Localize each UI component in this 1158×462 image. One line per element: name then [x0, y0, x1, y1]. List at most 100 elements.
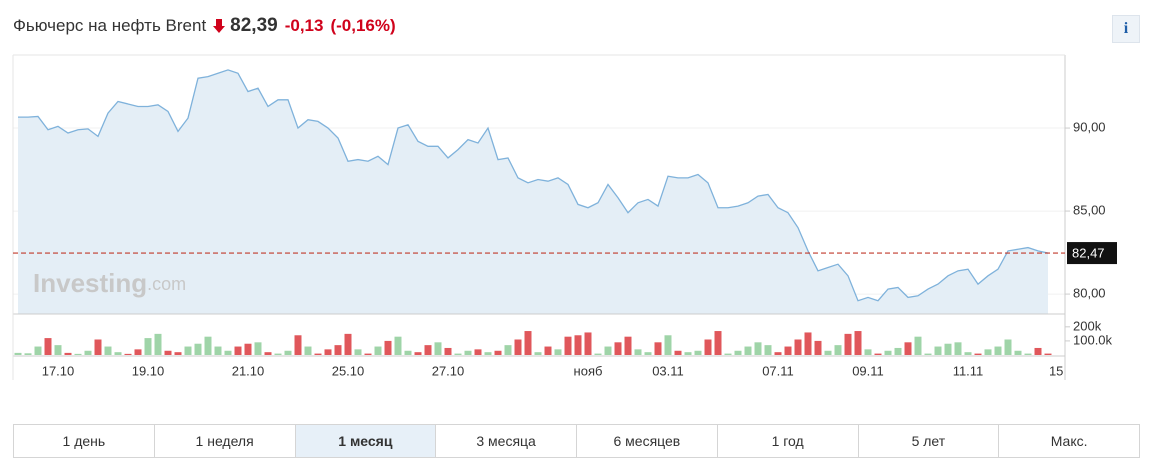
volume-bar — [584, 332, 592, 355]
volume-bar — [294, 335, 302, 355]
volume-bar — [494, 350, 502, 355]
volume-bar — [114, 352, 122, 355]
volume-bar — [974, 353, 982, 355]
volume-bar — [824, 350, 832, 355]
volume-bar — [964, 352, 972, 355]
volume-bar — [274, 353, 282, 355]
volume-bar — [874, 353, 882, 355]
last-price-label: 82,47 — [1072, 246, 1105, 261]
volume-bar — [224, 350, 232, 355]
x-tick-label: 15. — [1049, 363, 1067, 378]
volume-bar — [84, 350, 92, 355]
last-price-box — [1067, 242, 1117, 265]
range-tabs: 1 день 1 неделя 1 месяц 3 месяца 6 месяцев 1 … — [13, 424, 1140, 458]
x-tick-label: 21.10 — [232, 363, 265, 378]
volume-bar — [244, 343, 252, 355]
change: -0,13 — [284, 16, 324, 35]
header: Фьючерс на нефть Brent 82,39 -0,13 (-0,1… — [13, 12, 403, 40]
volume-bar — [184, 346, 192, 355]
range-tab[interactable]: Макс. — [1050, 433, 1088, 449]
volume-bar — [384, 340, 392, 355]
volume-bar — [544, 346, 552, 355]
volume-bar — [724, 353, 732, 355]
volume-bar — [854, 331, 862, 355]
volume-bar — [484, 352, 492, 355]
volume-bar — [164, 350, 172, 355]
volume-tick-label: 100.0k — [1073, 332, 1113, 347]
volume-bar — [144, 338, 152, 355]
volume-bar — [864, 349, 872, 355]
volume-bar — [714, 331, 722, 355]
volume-bar — [464, 350, 472, 355]
volume-bar — [174, 352, 182, 355]
volume-bar — [314, 353, 322, 355]
instrument-title: Фьючерс на нефть Brent — [13, 16, 207, 35]
volume-bar — [684, 352, 692, 355]
watermark: Investing.com — [33, 268, 186, 298]
volume-bar — [914, 336, 922, 355]
change-percent: (-0,16%) — [330, 16, 396, 35]
volume-bar — [654, 342, 662, 355]
range-tab[interactable]: 3 месяца — [436, 425, 577, 457]
x-tick-label: 17.10 — [42, 363, 75, 378]
range-tab[interactable]: 5 лет — [859, 425, 1000, 457]
volume-bar — [454, 353, 462, 355]
range-tab[interactable]: 6 месяцев — [577, 425, 718, 457]
volume-bar — [664, 335, 672, 355]
volume-bar — [674, 350, 682, 355]
volume-bar — [694, 350, 702, 355]
volume-bar — [1034, 347, 1042, 355]
volume-bar — [444, 347, 452, 355]
range-tab[interactable]: 1 месяц — [295, 425, 437, 457]
volume-bar — [354, 349, 362, 355]
volume-bar — [1004, 339, 1012, 355]
volume-bar — [14, 352, 22, 355]
x-tick-label: 09.11 — [852, 363, 884, 378]
volume-bar — [594, 353, 602, 355]
volume-bar — [94, 339, 102, 355]
volume-bar — [44, 338, 52, 355]
down-arrow — [213, 19, 226, 33]
volume-bar — [844, 333, 852, 355]
volume-bar — [934, 346, 942, 355]
volume-bar — [204, 336, 212, 355]
volume-bar — [764, 345, 772, 355]
volume-bar — [434, 342, 442, 355]
volume-bar — [154, 333, 162, 355]
volume-bar — [834, 345, 842, 355]
volume-bar — [814, 340, 822, 355]
x-tick-label: 03.11 — [652, 363, 684, 378]
volume-bar — [604, 346, 612, 355]
volume-bar — [774, 352, 782, 355]
volume-bar — [214, 346, 222, 355]
range-tab[interactable]: 1 неделя — [155, 425, 296, 457]
volume-bar — [424, 345, 432, 355]
x-tick-label: 07.11 — [762, 363, 794, 378]
volume-bar — [374, 346, 382, 355]
volume-bar — [404, 350, 412, 355]
volume-bar — [304, 346, 312, 355]
volume-bar — [644, 352, 652, 355]
info-button[interactable]: i — [1112, 15, 1140, 43]
volume-bar — [254, 342, 262, 355]
range-tab[interactable]: 1 день — [14, 425, 155, 457]
volume-bar — [574, 335, 582, 355]
x-tick-label: нояб — [574, 363, 603, 378]
volume-bar — [514, 339, 522, 355]
volume-bar — [624, 336, 632, 355]
volume-bar — [344, 333, 352, 355]
volume-bar — [904, 342, 912, 355]
volume-bar — [264, 352, 272, 355]
y-tick-label: 80,00 — [1073, 286, 1106, 301]
volume-bar — [534, 352, 542, 355]
x-tick-label: 25.10 — [332, 363, 365, 378]
volume-bar — [54, 345, 62, 355]
volume-bar — [334, 345, 342, 355]
volume-bar — [324, 349, 332, 355]
volume-bar — [134, 349, 142, 355]
x-tick-label: 19.10 — [132, 363, 165, 378]
x-tick-label: 11.11 — [953, 363, 984, 378]
volume-bar — [804, 332, 812, 355]
range-tab[interactable]: 1 год — [718, 425, 859, 457]
